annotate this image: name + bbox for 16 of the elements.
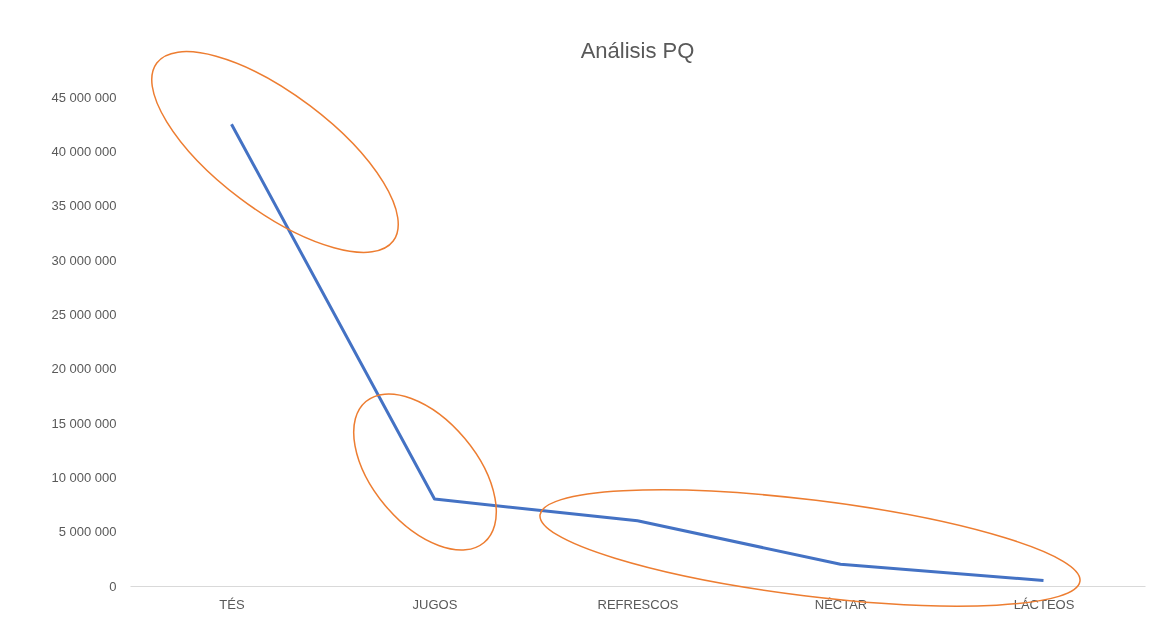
y-tick-label: 30 000 000	[51, 252, 117, 268]
y-tick-label: 20 000 000	[51, 361, 117, 377]
x-tick-label: LÁCTEOS	[1013, 596, 1075, 612]
x-tick-label: JUGOS	[412, 596, 458, 612]
y-tick-label: 5 000 000	[58, 524, 117, 540]
line-series	[230, 122, 1045, 583]
x-tick-label: TÉS	[219, 596, 245, 612]
chart-title: Análisis PQ	[580, 38, 695, 63]
y-tick-label: 15 000 000	[51, 415, 117, 431]
x-tick-label: REFRESCOS	[597, 596, 679, 612]
y-tick-label: 35 000 000	[51, 198, 117, 214]
y-tick-label: 10 000 000	[51, 469, 117, 485]
y-tick-label: 25 000 000	[51, 306, 117, 322]
y-tick-label: 45 000 000	[51, 89, 117, 105]
y-tick-label: 40 000 000	[51, 143, 117, 159]
y-tick-label: 0	[109, 578, 117, 594]
